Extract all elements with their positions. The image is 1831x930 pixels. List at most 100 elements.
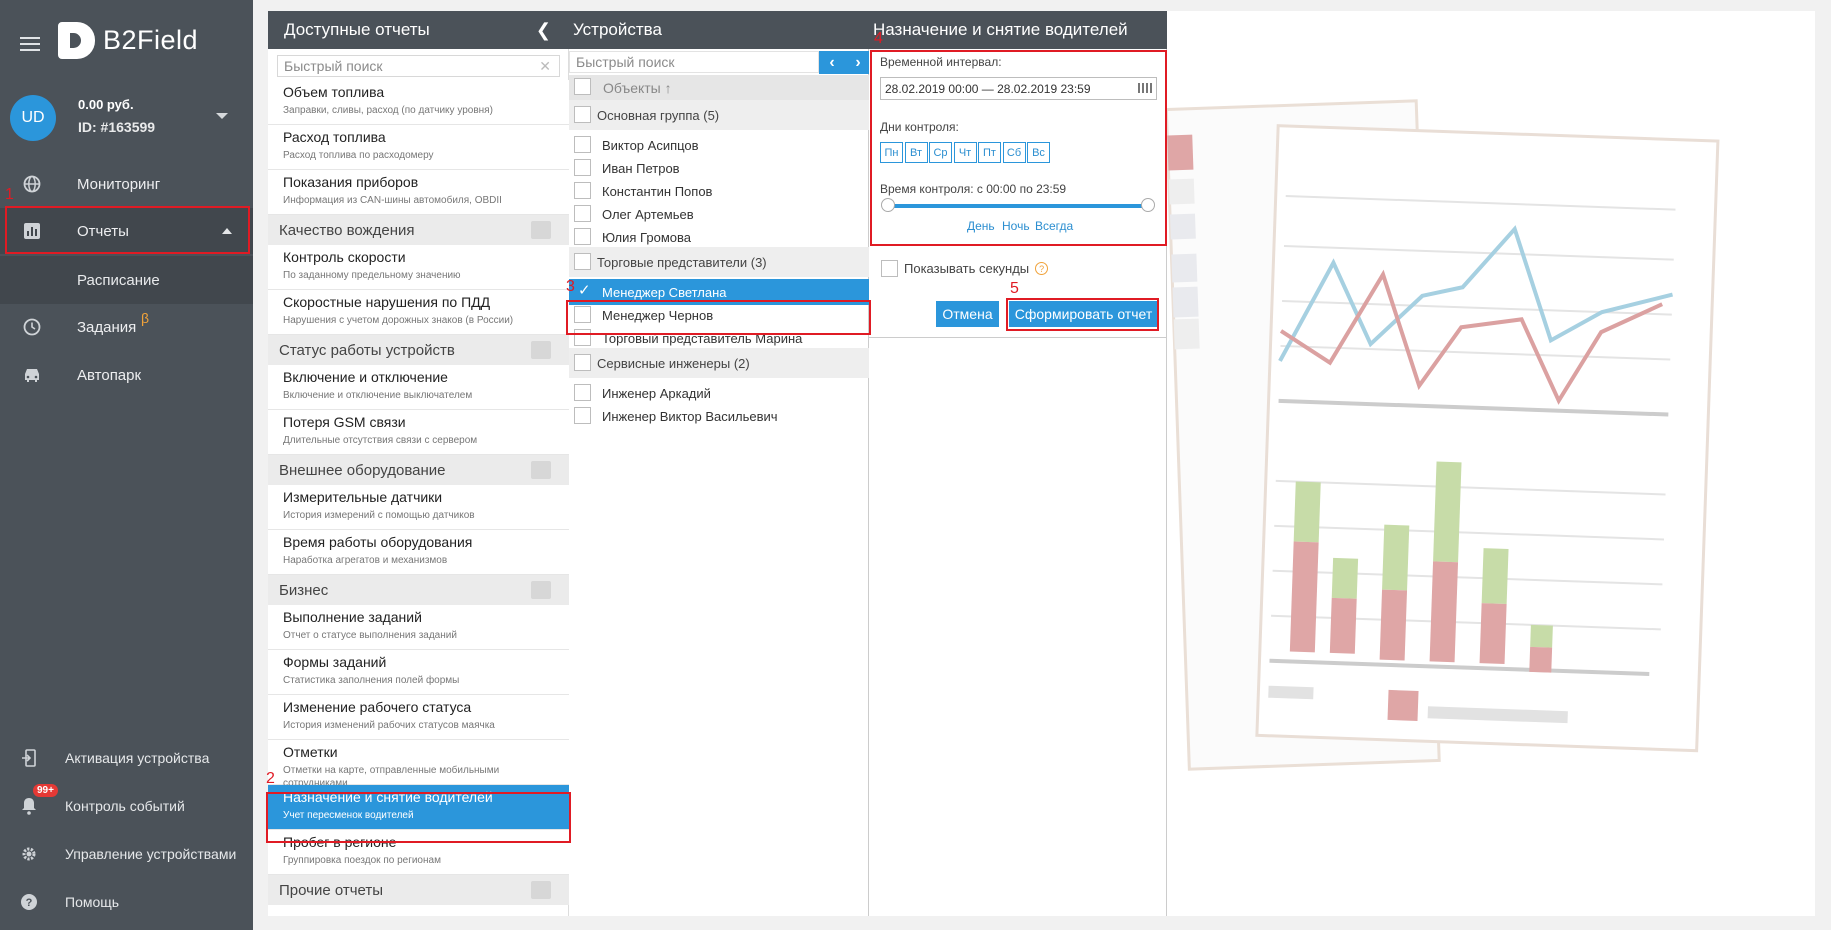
report-item[interactable]: Расход топлива Расход топлива по расходом…	[268, 125, 569, 170]
nav-schedule[interactable]: Расписание	[0, 256, 253, 304]
account-block[interactable]: UD 0.00 руб. ID: #163599	[10, 93, 250, 143]
device-checkbox[interactable]	[574, 384, 591, 401]
nav-fleet[interactable]: Автопарк	[0, 352, 253, 398]
group-checkbox[interactable]	[574, 253, 591, 270]
report-category[interactable]: Качество вождения	[268, 215, 569, 245]
bell-icon	[19, 796, 39, 816]
chevron-down-icon[interactable]	[216, 113, 228, 119]
time-slider[interactable]	[881, 198, 1155, 212]
link-night[interactable]: Ночь	[1002, 219, 1030, 233]
day-toggle[interactable]: Ср	[929, 142, 952, 163]
clear-icon[interactable]: ✕	[539, 57, 551, 74]
slider-handle-start[interactable]	[881, 198, 895, 212]
device-checkbox[interactable]	[574, 136, 591, 153]
link-day[interactable]: День	[967, 219, 995, 233]
category-label: Внешнее оборудование	[279, 461, 446, 479]
menu-icon[interactable]	[20, 37, 40, 53]
device-row[interactable]: Олег Артемьев	[569, 201, 869, 227]
slider-handle-end[interactable]	[1141, 198, 1155, 212]
collapse-icon[interactable]	[531, 221, 551, 239]
device-row[interactable]: Юлия Громова	[569, 224, 869, 250]
nav-device-management[interactable]: Управление устройствами	[0, 834, 253, 874]
select-all-checkbox[interactable]	[574, 78, 591, 95]
nav-help[interactable]: ? Помощь	[0, 882, 253, 922]
report-item[interactable]: Потеря GSM связи Длительные отсутствия св…	[268, 410, 569, 455]
annotation-box-5	[1006, 298, 1159, 331]
report-category[interactable]: Статус работы устройств	[268, 335, 569, 365]
day-toggle[interactable]: Пт	[978, 142, 1001, 163]
logo-text: B2Field	[103, 25, 199, 55]
reports-search-input[interactable]: Быстрый поиск ✕	[277, 55, 560, 77]
device-group-row[interactable]: Сервисные инженеры (2)	[569, 348, 869, 378]
collapse-icon[interactable]	[531, 461, 551, 479]
cancel-button[interactable]: Отмена	[936, 301, 999, 327]
day-toggle[interactable]: Вт	[904, 142, 928, 163]
group-checkbox[interactable]	[574, 106, 591, 123]
report-item[interactable]: Отметки Отметки на карте, отправленные мо…	[268, 740, 569, 789]
device-checkbox[interactable]	[574, 228, 591, 245]
report-category[interactable]: Внешнее оборудование	[268, 455, 569, 485]
report-subtitle: Статистика заполнения полей формы	[283, 675, 460, 686]
device-checkbox[interactable]	[574, 205, 591, 222]
report-subtitle: Включение и отключение выключателем	[283, 390, 473, 401]
link-always[interactable]: Всегда	[1035, 219, 1074, 233]
device-row[interactable]: Иван Петров	[569, 155, 869, 181]
report-title: Расход топлива	[283, 129, 386, 145]
show-seconds-row[interactable]: Показывать секунды ?	[881, 260, 1049, 277]
report-item[interactable]: Формы заданий Статистика заполнения полей…	[268, 650, 569, 695]
device-row[interactable]: Инженер Виктор Васильевич	[569, 403, 869, 429]
help-icon[interactable]: ?	[1035, 262, 1049, 275]
report-item[interactable]: Скоростные нарушения по ПДД Нарушения с у…	[268, 290, 569, 335]
nav-activation[interactable]: Активация устройства	[0, 738, 253, 778]
devices-search-input[interactable]: Быстрый поиск	[569, 51, 819, 73]
report-item[interactable]: Объем топлива Заправки, сливы, расход (по…	[268, 80, 569, 125]
report-category[interactable]: Бизнес	[268, 575, 569, 605]
checkmark-icon[interactable]: ✓	[578, 282, 591, 299]
device-row[interactable]: Константин Попов	[569, 178, 869, 204]
day-toggle[interactable]: Пн	[880, 142, 903, 163]
device-row[interactable]: Инженер Аркадий	[569, 380, 869, 406]
nav-monitoring[interactable]: Мониторинг	[0, 161, 253, 207]
device-row[interactable]: Менеджер Чернов	[569, 302, 869, 328]
report-category[interactable]: Прочие отчеты	[268, 875, 569, 905]
device-group-row[interactable]: Торговые представители (3)	[569, 247, 869, 277]
nav-events[interactable]: 99+ Контроль событий	[0, 784, 253, 826]
show-seconds-checkbox[interactable]	[881, 260, 898, 277]
report-item[interactable]: Время работы оборудования Наработка агрег…	[268, 530, 569, 575]
collapse-icon[interactable]	[531, 341, 551, 359]
day-toggle[interactable]: Вс	[1027, 142, 1050, 163]
objects-column-header[interactable]: Объекты ↑	[569, 75, 869, 100]
report-title: Потеря GSM связи	[283, 414, 406, 430]
report-item[interactable]: Контроль скорости По заданному предельном…	[268, 245, 569, 290]
chevron-left-icon[interactable]: ❮	[535, 20, 551, 40]
device-checkbox[interactable]	[574, 182, 591, 199]
report-item[interactable]: Измерительные датчики История измерений с…	[268, 485, 569, 530]
avatar[interactable]: UD	[10, 95, 56, 141]
day-toggle[interactable]: Сб	[1002, 142, 1026, 163]
device-group-row[interactable]: Основная группа (5)	[569, 100, 869, 130]
group-checkbox[interactable]	[574, 354, 591, 371]
device-row[interactable]: Виктор Асипцов	[569, 132, 869, 158]
calendar-icon[interactable]	[1138, 83, 1152, 93]
report-item[interactable]: Изменение рабочего статуса История измене…	[268, 695, 569, 740]
nav-tasks[interactable]: Задания β	[0, 304, 253, 350]
report-item[interactable]: Пробег в регионе Группировка поездок по р…	[268, 830, 569, 875]
interval-field[interactable]: 28.02.2019 00:00 — 28.02.2019 23:59	[880, 77, 1157, 100]
device-checkbox[interactable]	[574, 407, 591, 424]
report-subtitle: Группировка поездок по регионам	[283, 855, 441, 866]
nav-reports[interactable]: Отчеты	[0, 208, 253, 254]
group-label: Сервисные инженеры (2)	[597, 355, 750, 371]
report-item[interactable]: Выполнение заданий Отчет о статусе выполн…	[268, 605, 569, 650]
device-checkbox[interactable]	[574, 159, 591, 176]
chevron-left-icon[interactable]: ‹	[829, 53, 835, 71]
device-checkbox[interactable]	[574, 306, 591, 323]
nav-label: Автопарк	[77, 366, 142, 384]
report-item[interactable]: Показания приборов Информация из CAN-шины…	[268, 170, 569, 215]
collapse-icon[interactable]	[531, 881, 551, 899]
interval-label: Временной интервал:	[880, 55, 1002, 69]
generate-report-button[interactable]: Сформировать отчет	[1009, 301, 1158, 327]
collapse-icon[interactable]	[531, 581, 551, 599]
chevron-right-icon[interactable]: ›	[855, 53, 861, 71]
day-toggle[interactable]: Чт	[953, 142, 977, 163]
report-item[interactable]: Включение и отключение Включение и отключ…	[268, 365, 569, 410]
